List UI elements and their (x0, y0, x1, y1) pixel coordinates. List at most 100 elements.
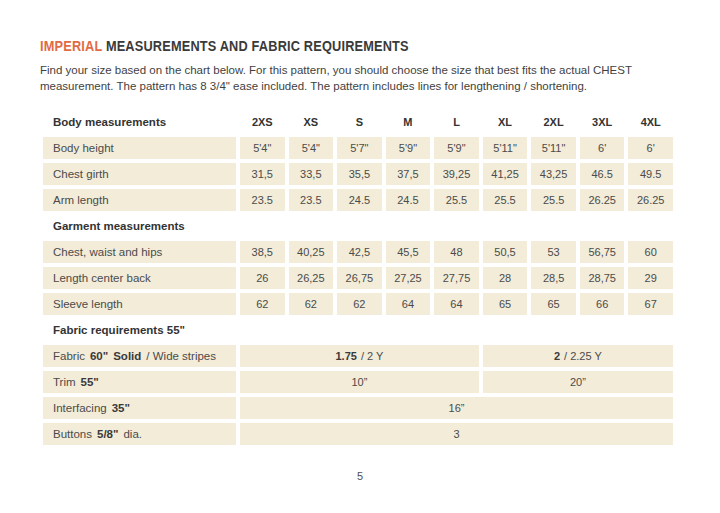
size-value: 28 (483, 267, 528, 289)
size-value: 28,75 (580, 267, 625, 289)
size-value: 48 (434, 241, 479, 263)
size-column-header: 4XL (628, 111, 673, 133)
row-label: Body height (43, 137, 236, 159)
fabric-label-suffix: / Wide stripes (146, 350, 216, 362)
fabric-yardage-small-sizes: 1.75 / 2 Y (240, 345, 479, 367)
size-value: 26,75 (337, 267, 382, 289)
interfacing-label-width: 35" (112, 402, 130, 414)
buttons-count-value: 3 (240, 423, 673, 445)
size-value: 23.5 (289, 189, 334, 211)
size-value: 27,75 (434, 267, 479, 289)
size-value: 26.25 (580, 189, 625, 211)
size-value: 50,5 (483, 241, 528, 263)
size-value: 5'7" (337, 137, 382, 159)
buttons-label-size: 5/8" (97, 428, 118, 440)
size-value: 23.5 (240, 189, 285, 211)
size-value: 38,5 (240, 241, 285, 263)
size-value: 25.5 (434, 189, 479, 211)
buttons-label-suffix: dia. (123, 428, 142, 440)
fabric-yardage-stripes: / 2 Y (361, 350, 383, 362)
size-value: 60 (628, 241, 673, 263)
size-value: 29 (628, 267, 673, 289)
size-value: 5'9" (386, 137, 431, 159)
size-value: 46.5 (580, 163, 625, 185)
size-value: 64 (386, 293, 431, 315)
trim-label-prefix: Trim (53, 376, 76, 388)
size-value: 62 (337, 293, 382, 315)
size-value: 24.5 (337, 189, 382, 211)
fabric-label-solid: Solid (113, 350, 141, 362)
size-value: 6' (580, 137, 625, 159)
size-column-header: 3XL (580, 111, 625, 133)
trim-label-width: 55" (81, 376, 99, 388)
title-rest: MEASUREMENTS AND FABRIC REQUIREMENTS (106, 38, 409, 54)
size-value: 28,5 (531, 267, 576, 289)
size-value: 66 (580, 293, 625, 315)
row-label: Length center back (43, 267, 236, 289)
size-value: 24.5 (386, 189, 431, 211)
size-value: 26 (240, 267, 285, 289)
page-content: IMPERIAL MEASUREMENTS AND FABRIC REQUIRE… (0, 0, 720, 445)
section-header-body-measurements: Body measurements (43, 111, 236, 133)
size-value: 5'4" (289, 137, 334, 159)
fabric-label-prefix: Fabric (53, 350, 85, 362)
size-value: 25.5 (483, 189, 528, 211)
fabric-yardage-large-sizes: 2 / 2.25 Y (483, 345, 673, 367)
interfacing-label-prefix: Interfacing (53, 402, 107, 414)
size-column-header: M (386, 111, 431, 133)
size-value: 33,5 (289, 163, 334, 185)
trim-value-large-sizes: 20” (483, 371, 673, 393)
size-value: 35,5 (337, 163, 382, 185)
size-value: 26,25 (289, 267, 334, 289)
size-value: 65 (483, 293, 528, 315)
size-value: 5'11" (531, 137, 576, 159)
size-column-header: 2XL (531, 111, 576, 133)
buttons-label-prefix: Buttons (53, 428, 92, 440)
size-value: 62 (240, 293, 285, 315)
size-value: 49.5 (628, 163, 673, 185)
intro-paragraph: Find your size based on the chart below.… (40, 62, 692, 94)
size-value: 43,25 (531, 163, 576, 185)
row-label-buttons: Buttons 5/8" dia. (43, 423, 236, 445)
size-value: 62 (289, 293, 334, 315)
size-value: 25.5 (531, 189, 576, 211)
row-label-fabric: Fabric 60" Solid / Wide stripes (43, 345, 236, 367)
size-value: 5'4" (240, 137, 285, 159)
row-label: Chest, waist and hips (43, 241, 236, 263)
size-value: 56,75 (580, 241, 625, 263)
fabric-label-width: 60" (90, 350, 108, 362)
size-value: 64 (434, 293, 479, 315)
section-header-garment-measurements: Garment measurements (43, 215, 673, 237)
size-column-header: L (434, 111, 479, 133)
size-value: 5'11" (483, 137, 528, 159)
size-value: 41,25 (483, 163, 528, 185)
size-value: 67 (628, 293, 673, 315)
size-value: 27,25 (386, 267, 431, 289)
interfacing-value: 16” (240, 397, 673, 419)
size-value: 65 (531, 293, 576, 315)
title-accent: IMPERIAL (40, 38, 102, 54)
size-value: 5'9" (434, 137, 479, 159)
size-value: 6' (628, 137, 673, 159)
row-label: Chest girth (43, 163, 236, 185)
size-value: 53 (531, 241, 576, 263)
row-label: Sleeve length (43, 293, 236, 315)
size-value: 45,5 (386, 241, 431, 263)
row-label-trim: Trim 55" (43, 371, 236, 393)
size-value: 39,25 (434, 163, 479, 185)
trim-value-small-sizes: 10” (240, 371, 479, 393)
size-value: 26.25 (628, 189, 673, 211)
fabric-yardage-stripes: / 2.25 Y (564, 350, 602, 362)
row-label-interfacing: Interfacing 35" (43, 397, 236, 419)
size-column-header: 2XS (240, 111, 285, 133)
fabric-yardage-solid: 1.75 (335, 350, 356, 362)
fabric-yardage-solid: 2 (554, 350, 560, 362)
size-column-header: XS (289, 111, 334, 133)
size-value: 31,5 (240, 163, 285, 185)
row-label: Arm length (43, 189, 236, 211)
size-column-header: S (337, 111, 382, 133)
size-value: 37,5 (386, 163, 431, 185)
page-title: IMPERIAL MEASUREMENTS AND FABRIC REQUIRE… (40, 38, 603, 54)
section-header-fabric-requirements: Fabric requirements 55" (43, 319, 673, 341)
size-value: 42,5 (337, 241, 382, 263)
